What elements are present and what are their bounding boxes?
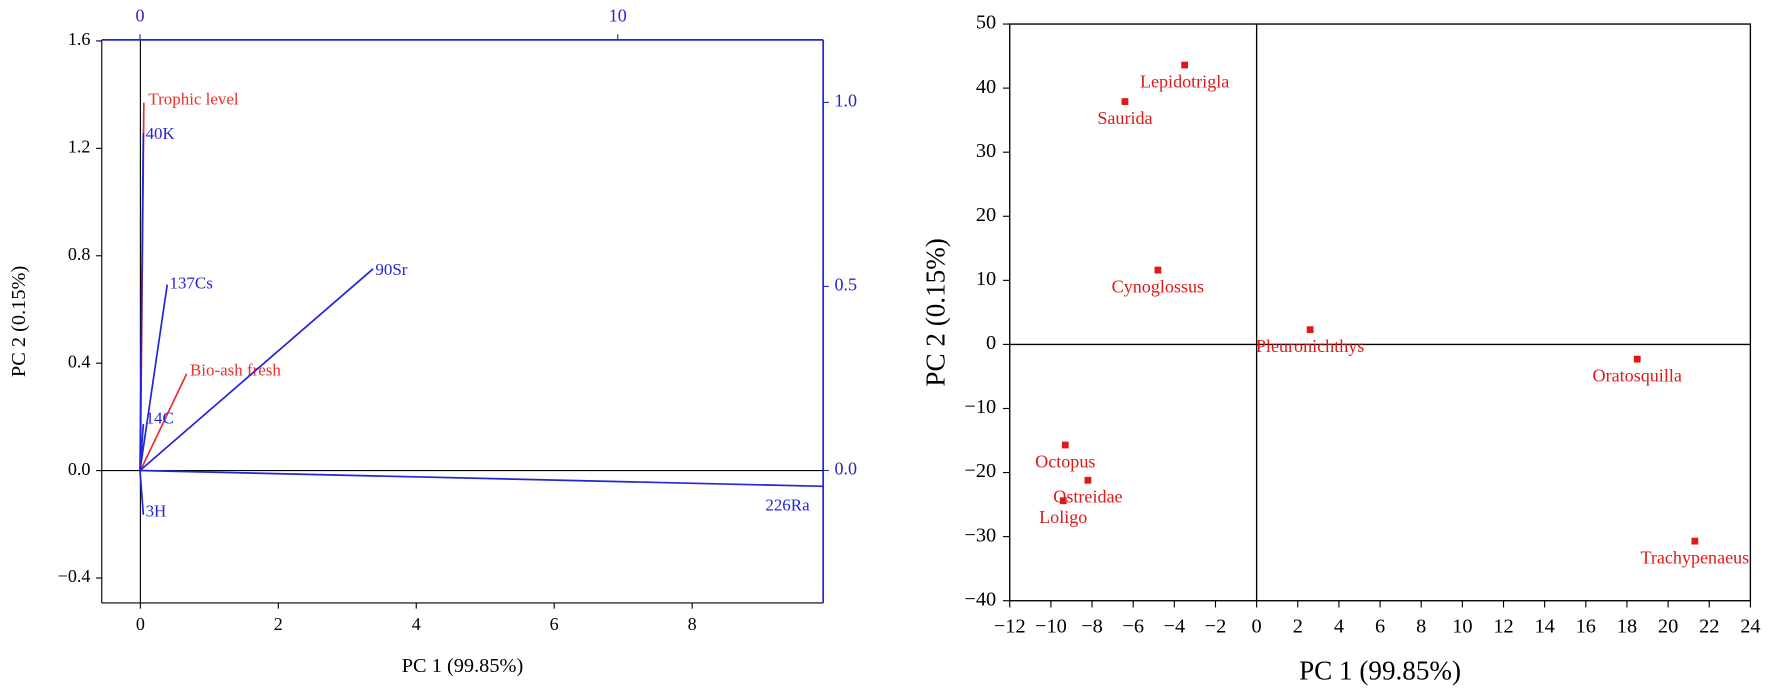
- y-tick-label: −30: [964, 524, 996, 546]
- vector-label: Trophic level: [148, 89, 239, 108]
- x-tick-label: −10: [1035, 616, 1067, 638]
- y-tick-label: 40: [976, 76, 996, 98]
- x-tick-label: 6: [1375, 616, 1385, 638]
- x-tick-label: 10: [1452, 616, 1472, 638]
- point-label: Loligo: [1039, 507, 1087, 527]
- loading-vector: [139, 284, 169, 471]
- vector-label: 40K: [146, 124, 176, 143]
- point: [1154, 266, 1162, 274]
- loading-vector: [139, 373, 188, 471]
- point: [1061, 441, 1069, 449]
- y-tick-label: 20: [976, 204, 996, 226]
- vector-label: 14C: [146, 408, 174, 427]
- point-label: Trachypenaeus: [1640, 547, 1749, 567]
- x-tick-label: 8: [1416, 616, 1426, 638]
- x-tick-label: 0: [1252, 616, 1262, 638]
- x-tick-label: 0: [136, 614, 145, 634]
- y-tick-label: −0.4: [58, 566, 91, 586]
- x-tick-label: 4: [412, 614, 421, 634]
- x-tick-label: −8: [1081, 616, 1103, 638]
- point-label: Cynoglossus: [1112, 276, 1204, 296]
- point-label: Ostreidae: [1053, 487, 1122, 507]
- y2-tick-label: 0.0: [834, 459, 857, 479]
- vector-label: 90Sr: [375, 260, 407, 279]
- y2-tick-label: 1.0: [834, 91, 857, 111]
- point: [1181, 61, 1189, 69]
- y-tick-label: −10: [964, 396, 996, 418]
- point: [1633, 355, 1641, 363]
- point-label: Lepidotrigla: [1140, 71, 1229, 91]
- vector-label: 137Cs: [169, 274, 212, 293]
- y-tick-label: −20: [964, 460, 996, 482]
- y-tick-label: 50: [976, 12, 996, 34]
- x-tick-label: 20: [1658, 616, 1678, 638]
- x-tick-label: 2: [274, 614, 283, 634]
- point-label: Oratosquilla: [1593, 365, 1682, 385]
- loading-vector: [139, 132, 145, 471]
- x-tick-label: −4: [1164, 616, 1186, 638]
- y-tick-label: 0.4: [68, 351, 91, 371]
- y2-tick-label: 0.5: [834, 275, 857, 295]
- x-tick-label: 8: [688, 614, 697, 634]
- point-label: Pleuronichthys: [1256, 336, 1364, 356]
- loading-vector: [139, 424, 145, 471]
- y-tick-label: 1.6: [68, 29, 91, 49]
- point: [1691, 537, 1699, 545]
- y-tick-label: 1.2: [68, 137, 91, 157]
- x-tick-label: 24: [1740, 616, 1760, 638]
- x-tick-label: −6: [1122, 616, 1144, 638]
- x-tick-label: −2: [1205, 616, 1227, 638]
- x-axis-title: PC 1 (99.85%): [1299, 655, 1461, 685]
- x2-tick-label: 0: [135, 5, 144, 25]
- x-tick-label: 12: [1493, 616, 1513, 638]
- y-tick-label: 0: [986, 332, 996, 354]
- point-label: Saurida: [1097, 108, 1152, 128]
- x-tick-label: 4: [1334, 616, 1344, 638]
- y-tick-label: 30: [976, 140, 996, 162]
- vector-label: 226Ra: [765, 496, 810, 515]
- y-axis-title: PC 2 (0.15%): [921, 238, 951, 386]
- point-label: Octopus: [1035, 451, 1095, 471]
- y-tick-label: 0.0: [68, 459, 91, 479]
- point: [1306, 326, 1314, 334]
- x2-tick-label: 10: [609, 5, 627, 25]
- x-tick-label: 14: [1534, 616, 1554, 638]
- y-axis-title: PC 2 (0.15%): [8, 266, 30, 377]
- x-tick-label: 22: [1699, 616, 1719, 638]
- vector-label: Bio-ash fresh: [190, 361, 281, 380]
- loading-vector: [139, 470, 145, 515]
- point: [1121, 98, 1129, 105]
- x-tick-label: 2: [1293, 616, 1303, 638]
- y-tick-label: 0.8: [68, 244, 91, 264]
- x-tick-label: 6: [550, 614, 559, 634]
- loading-vector: [139, 469, 824, 488]
- loading-vector: [139, 268, 374, 472]
- x-tick-label: 16: [1576, 616, 1596, 638]
- x-tick-label: −12: [994, 616, 1026, 638]
- y-tick-label: −40: [964, 588, 996, 610]
- point: [1084, 476, 1092, 484]
- x-tick-label: 18: [1617, 616, 1637, 638]
- point: [1059, 497, 1067, 505]
- vector-label: 3H: [146, 501, 167, 520]
- y-tick-label: 10: [976, 268, 996, 290]
- x-axis-title: PC 1 (99.85%): [402, 655, 524, 677]
